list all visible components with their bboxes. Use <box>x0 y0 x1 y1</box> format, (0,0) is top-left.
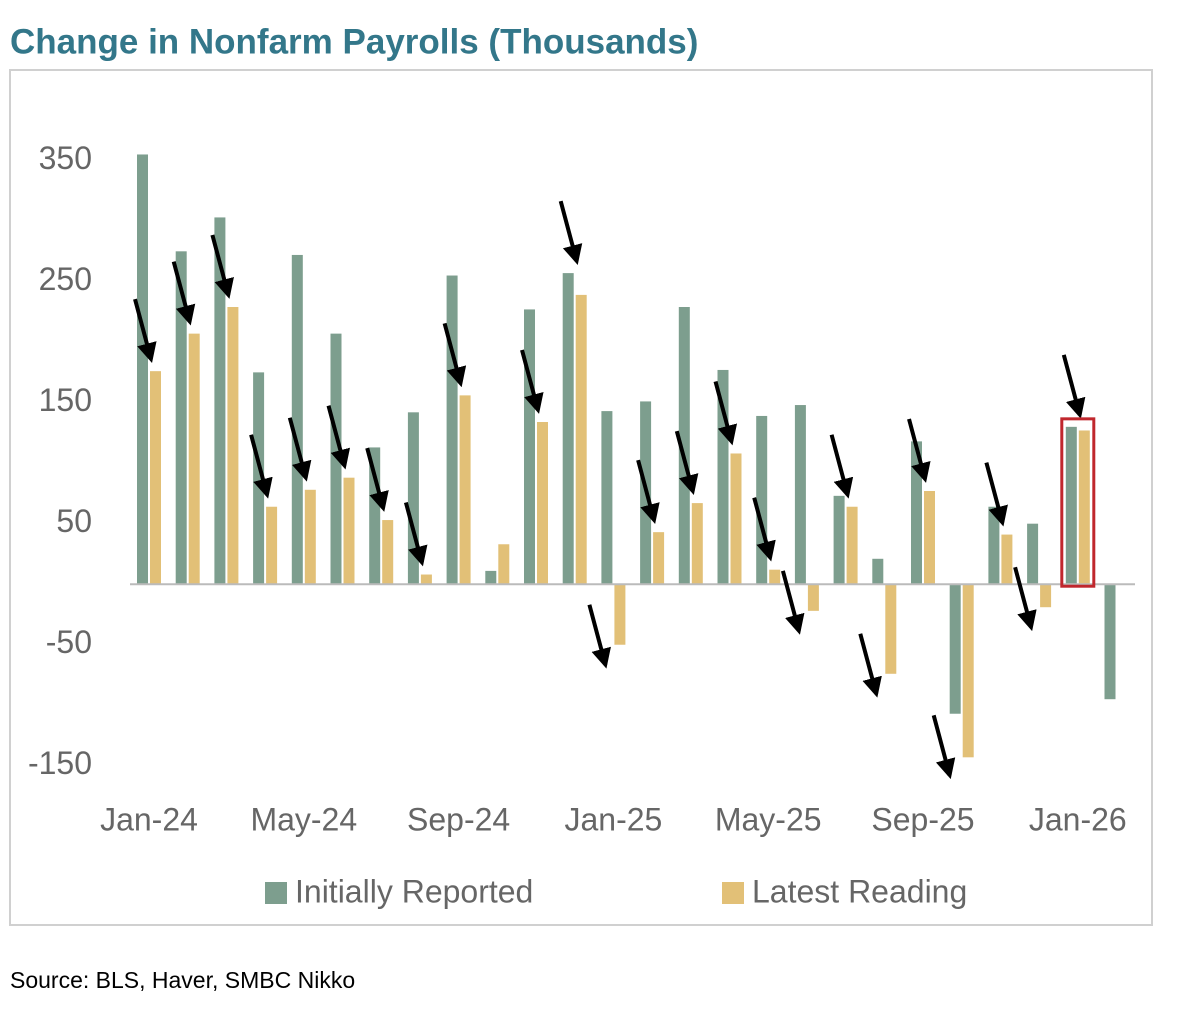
bar <box>717 369 729 585</box>
bar <box>756 415 768 585</box>
bar <box>1040 584 1052 608</box>
bar <box>562 273 574 585</box>
bar <box>446 275 458 585</box>
bar <box>872 558 884 585</box>
annotation-arrow <box>931 714 956 780</box>
highlight-box <box>1060 417 1096 588</box>
bar <box>1104 584 1116 700</box>
bar <box>653 532 665 585</box>
bar <box>485 570 497 585</box>
annotation-arrow <box>1061 354 1086 419</box>
bar <box>1065 426 1077 585</box>
chart-frame <box>9 69 1153 926</box>
bar <box>420 574 432 585</box>
bar <box>885 584 897 674</box>
annotation-arrow <box>365 447 389 512</box>
annotation-arrow <box>442 322 467 388</box>
bar <box>343 477 355 585</box>
bar <box>1027 523 1039 585</box>
y-tick-label: 350 <box>39 140 92 176</box>
bar <box>175 251 187 585</box>
bar <box>266 506 278 585</box>
x-tick-label: May-25 <box>715 801 822 837</box>
annotation-arrow <box>713 380 738 446</box>
y-tick-label: 150 <box>39 382 92 418</box>
bar <box>214 217 226 585</box>
legend-label: Initially Reported <box>295 873 533 909</box>
x-tick-label: Sep-24 <box>407 801 510 837</box>
annotation-arrow <box>326 405 351 470</box>
annotation-arrow <box>636 459 660 525</box>
legend-swatch <box>722 882 744 904</box>
x-tick-label: Sep-25 <box>871 801 974 837</box>
bar <box>833 495 845 585</box>
annotation-arrow <box>780 570 805 635</box>
bar <box>304 489 316 585</box>
bar <box>794 405 806 585</box>
bar <box>369 447 381 585</box>
x-tick-label: Jan-26 <box>1029 801 1127 837</box>
bar <box>188 333 200 585</box>
annotation-arrow <box>858 633 882 698</box>
annotation-arrow <box>403 502 428 567</box>
bar <box>1001 534 1013 585</box>
annotation-arrow <box>133 298 157 364</box>
bar <box>678 307 690 585</box>
bar <box>575 294 587 585</box>
bar <box>137 154 148 585</box>
bar <box>227 307 239 585</box>
annotation-arrow <box>674 430 699 495</box>
annotation-arrow <box>520 349 544 414</box>
bar <box>988 506 1000 585</box>
bar <box>949 584 961 714</box>
chart-title: Change in Nonfarm Payrolls (Thousands) <box>10 22 698 61</box>
bar <box>498 544 510 585</box>
bar <box>807 584 819 611</box>
bar <box>691 503 703 585</box>
x-tick-label: Jan-25 <box>564 801 662 837</box>
bar <box>330 333 342 585</box>
annotation-arrow <box>558 200 583 265</box>
bar <box>459 395 471 585</box>
y-tick-label: -50 <box>46 624 92 660</box>
bar <box>407 412 419 585</box>
bar <box>614 584 626 645</box>
source-note: Source: BLS, Haver, SMBC Nikko <box>10 967 355 993</box>
legend-swatch <box>265 882 287 904</box>
x-tick-label: May-24 <box>250 801 357 837</box>
legend-label: Latest Reading <box>752 873 967 909</box>
bar <box>1078 430 1090 585</box>
bar <box>962 584 974 758</box>
annotation-arrow <box>984 462 1008 527</box>
x-tick-label: Jan-24 <box>100 801 198 837</box>
y-tick-label: -150 <box>28 745 92 781</box>
y-tick-label: 250 <box>39 261 92 297</box>
bar <box>924 491 935 585</box>
bar <box>911 441 922 585</box>
bar <box>601 411 613 585</box>
annotation-arrow <box>249 434 273 499</box>
bar <box>291 254 303 585</box>
y-tick-label: 50 <box>56 503 92 539</box>
annotation-arrow <box>829 434 854 499</box>
bar <box>382 520 394 585</box>
annotation-arrow <box>210 234 234 299</box>
bar <box>846 506 858 585</box>
bar <box>524 309 535 585</box>
annotation-arrow <box>752 497 776 562</box>
annotation-arrow <box>587 604 611 669</box>
bar <box>730 453 742 585</box>
bar <box>537 422 548 585</box>
annotation-arrow <box>287 417 312 482</box>
annotation-arrow <box>1013 566 1037 632</box>
annotation-arrow <box>171 261 196 326</box>
bar <box>150 371 161 585</box>
bar <box>769 569 781 585</box>
annotation-arrow <box>907 418 931 483</box>
